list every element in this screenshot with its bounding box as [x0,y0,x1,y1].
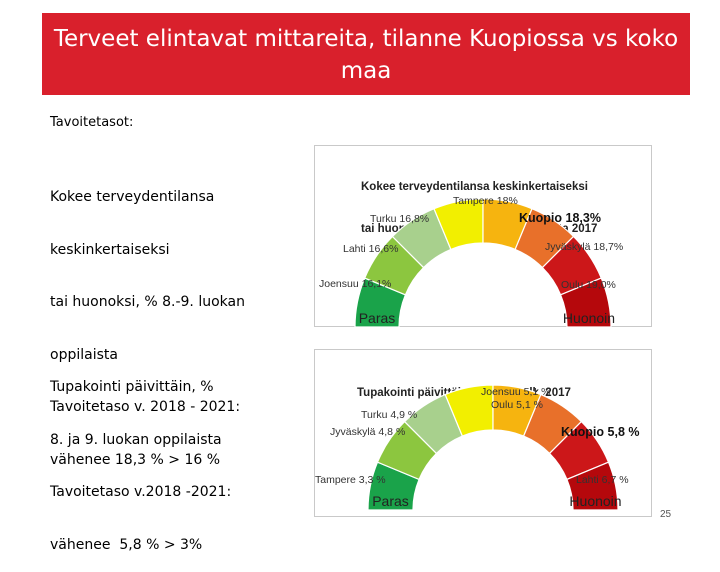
city-label: Lahti 6,7 % [576,474,629,486]
city-label: Tampere 3,3 % [315,474,386,486]
indicator-1-line: tai huonoksi, % 8.-9. luokan [50,294,245,310]
indicator-2-line: Tavoitetaso v.2018 -2021: [50,484,232,500]
highlight-label-kuopio: Kuopio 18,3% [519,211,601,225]
title-bar: Terveet elintavat mittareita, tilanne Ku… [42,13,690,95]
indicator-1-line: vähenee 18,3 % > 16 % [50,451,221,468]
indicator-1-line: Kokee terveydentilansa [50,189,215,205]
scale-label-worst: Huonoin [563,310,615,326]
indicator-1-line: keskinkertaiseksi [50,241,170,258]
highlight-label-kuopio: Kuopio 5,8 % [561,425,639,439]
indicator-2-line: Tupakointi päivittäin, % [50,379,214,395]
indicator-2-description: Tupakointi päivittäin, % 8. ja 9. luokan… [50,344,231,572]
scale-label-worst: Huonoin [569,493,621,509]
city-label: Jyväskylä 4,8 % [330,426,405,438]
city-label: Joensuu 16,1% [319,278,391,290]
city-label: Jyväskylä 18,7% [545,241,623,253]
scale-label-best: Paras [359,310,396,326]
city-label: Tampere 18% [453,195,518,207]
gauge-chart-smoking: Tupakointi päivittäin, %, 8. ja 9. lk, 2… [314,349,652,517]
gauge-segment [559,277,612,328]
indicator-2-line: 8. ja 9. luokan oppilaista [50,431,222,448]
city-label: Turku 16,8% [370,213,429,225]
indicator-2-line: vähenee 5,8 % > 3% [50,536,203,553]
chart-title-line: Kokee terveydentilansa keskinkertaiseksi [361,181,588,193]
city-label: Oulu 5,1 % [491,399,543,411]
goals-label: Tavoitetasot: [50,115,134,130]
city-label: Oulu 19,0% [561,279,616,291]
city-label: Lahti 16,6% [343,243,398,255]
indicator-1-line: oppilaista [50,346,118,363]
indicator-1-description: Kokee terveydentilansa keskinkertaiseksi… [50,154,245,487]
gauge-segment [566,461,619,511]
gauge-svg: Paras Huonoin Joensuu 16,1% Lahti 16,6% Turk… [319,195,623,328]
city-label: Joensuu 5,1 % [481,386,550,398]
page-title: Terveet elintavat mittareita, tilanne Ku… [53,26,679,84]
scale-label-best: Paras [372,493,409,509]
gauge-svg: Paras Huonoin Tampere 3,3 % Jyväskylä 4,8 %… [315,384,639,511]
page-number: 25 [660,509,672,520]
indicator-1-line: Tavoitetaso v. 2018 - 2021: [50,399,241,415]
gauge-chart-health: Kokee terveydentilansa keskinkertaiseksi… [314,145,652,328]
city-label: Turku 4,9 % [361,409,417,421]
